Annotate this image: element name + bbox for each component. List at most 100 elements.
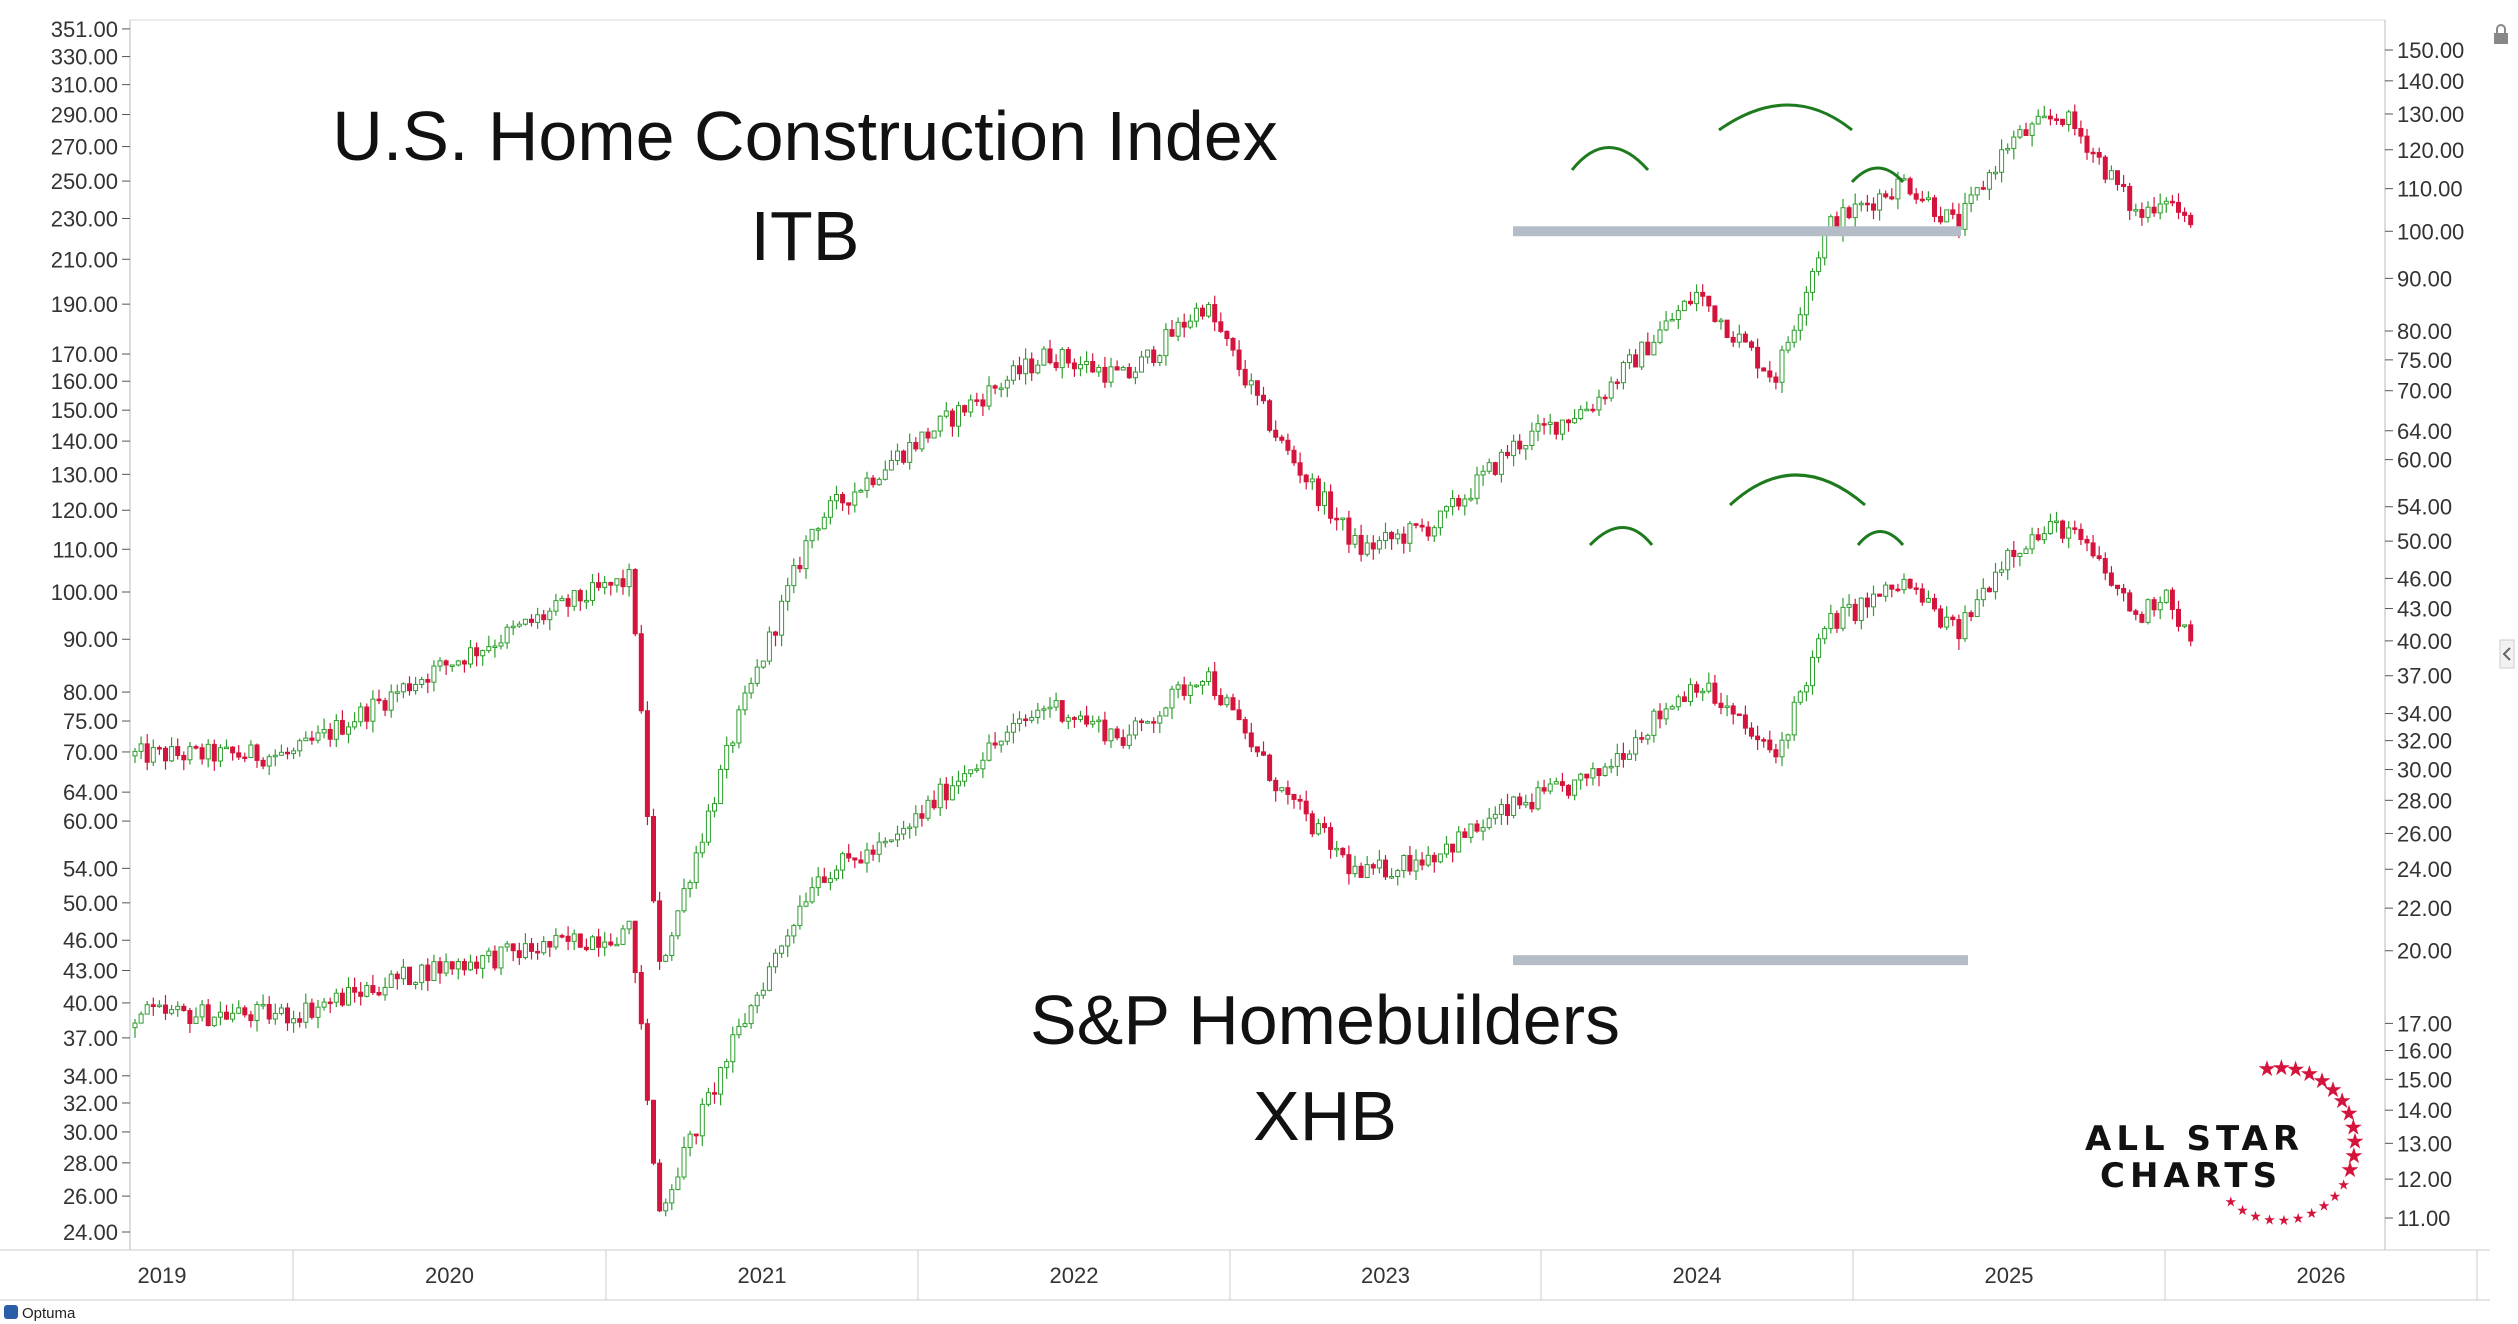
candle-body [541, 941, 547, 954]
right-tick-label: 64.00 [2397, 419, 2452, 444]
candle-body [559, 598, 565, 602]
candle-body [858, 489, 864, 493]
candle-body [1065, 717, 1071, 722]
candle-body [913, 813, 919, 828]
candle-body [2029, 534, 2035, 550]
candle-body [1785, 341, 1791, 351]
candle-body [1145, 721, 1151, 724]
candle-body [1096, 719, 1102, 723]
xhb-ticker: XHB [1253, 1077, 1397, 1155]
candle-body [1303, 474, 1309, 483]
candle-body [224, 1011, 229, 1020]
candle-body [419, 964, 425, 984]
candle-body [1035, 364, 1041, 374]
lock-icon[interactable] [2494, 24, 2508, 44]
candle-body [736, 1025, 742, 1036]
candle-body [187, 746, 193, 761]
left-tick-label: 70.00 [63, 740, 118, 765]
candle-body [388, 691, 394, 711]
candle-body [2169, 589, 2175, 610]
candle-body [2133, 610, 2139, 615]
candle-body [1328, 827, 1334, 850]
candle-body [492, 645, 498, 648]
candle-body [1950, 209, 1956, 215]
candle-body [693, 1133, 699, 1137]
candle-body [1633, 354, 1639, 368]
candle-body [980, 759, 986, 770]
candle-body [785, 935, 791, 947]
candle-body [730, 742, 736, 746]
candle-body [1413, 523, 1419, 526]
candle-body [815, 876, 821, 889]
candle-body [2108, 170, 2114, 180]
candle-body [2127, 592, 2133, 612]
candle-body [1285, 787, 1291, 795]
candle-body [1065, 349, 1071, 364]
candle-body [1761, 739, 1767, 742]
candle-body [1114, 728, 1120, 739]
candle-body [181, 1005, 187, 1012]
candle-body [1212, 671, 1218, 697]
candle-body [2054, 520, 2059, 524]
candle-body [748, 1005, 754, 1025]
candle-body [278, 751, 284, 756]
candle-body [1779, 739, 1785, 758]
candle-body [791, 565, 797, 587]
candle-body [150, 1004, 156, 1008]
candle-body [1932, 197, 1937, 217]
candle-body [1529, 801, 1535, 810]
candle-body [1364, 864, 1370, 878]
candle-body [1767, 370, 1773, 378]
candle-body [1401, 855, 1407, 872]
collapse-panel-icon[interactable] [2499, 639, 2515, 669]
right-tick-label: 26.00 [2397, 821, 2452, 846]
left-tick-label: 46.00 [63, 928, 118, 953]
candle-body [742, 1023, 748, 1027]
candle-body [217, 747, 223, 762]
candle-body [852, 857, 858, 861]
plot-area [129, 19, 2386, 1251]
right-tick-label: 30.00 [2397, 757, 2452, 782]
candle-body [1492, 813, 1498, 819]
logo-star: ★ [2292, 1210, 2305, 1226]
candle-body [657, 900, 663, 962]
candle-body [1071, 362, 1077, 370]
candle-body [2182, 624, 2188, 627]
right-tick-label: 70.00 [2397, 379, 2452, 404]
candle-body [1742, 333, 1748, 343]
candle-body [1749, 727, 1754, 737]
candle-body [705, 810, 711, 843]
candle-body [1395, 533, 1401, 540]
candle-body [2151, 599, 2157, 611]
candle-body [1553, 421, 1559, 435]
candle-body [370, 698, 376, 722]
candle-body [211, 1016, 217, 1027]
candle-body [705, 1092, 711, 1105]
left-tick-label: 210.00 [51, 247, 118, 272]
logo-star: ★ [2305, 1205, 2318, 1221]
candle-body [327, 1001, 333, 1005]
x-axis-ticks: 2019 2020 2021 2022 2023 2024 2025 2026 [138, 1250, 2478, 1300]
candle-body [1730, 705, 1736, 715]
candle-body [1474, 474, 1480, 499]
candle-body [413, 982, 419, 986]
candle-body [669, 935, 675, 956]
itb-support-line [1513, 226, 1961, 237]
candle-body [175, 1005, 181, 1011]
candle-body [2005, 147, 2011, 151]
candle-body [1322, 491, 1327, 507]
candle-body [1535, 787, 1541, 810]
candle-body [425, 964, 431, 982]
candle-body [1852, 203, 1858, 219]
candle-body [1566, 784, 1571, 796]
itb-right-shoulder-arc [1850, 166, 1905, 184]
candle-body [1584, 773, 1590, 779]
candle-body [620, 578, 626, 588]
candle-body [699, 1103, 705, 1137]
candle-body [888, 459, 894, 471]
candle-body [1279, 436, 1285, 441]
left-tick-label: 50.00 [63, 891, 118, 916]
candle-body [1993, 571, 1998, 593]
candle-body [413, 683, 419, 692]
candle-body [693, 852, 699, 883]
